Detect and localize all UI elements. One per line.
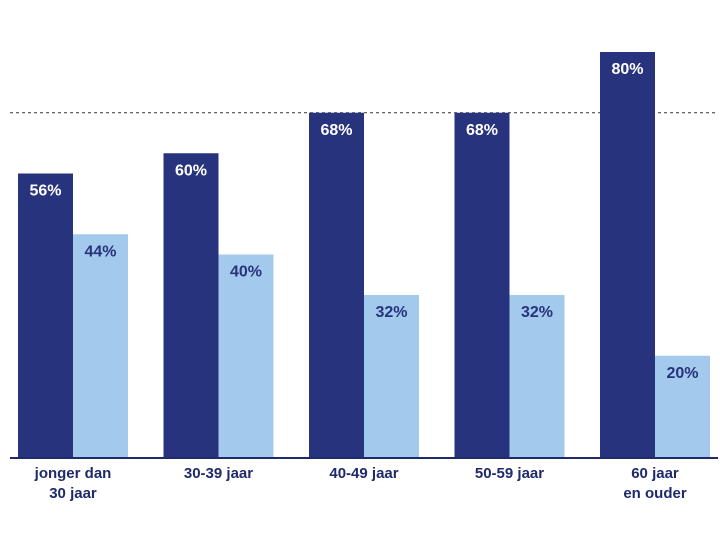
bar-s1-c0 xyxy=(73,234,128,457)
value-labels-group: 56% 44% 60% 40% 68% 32% 68% 32% 80% 20% xyxy=(29,61,698,382)
value-label-s1-c1: 40% xyxy=(230,264,262,281)
category-label-3: 50-59 jaar xyxy=(475,465,544,482)
category-label-2: 40-49 jaar xyxy=(329,465,398,482)
bar-s0-c2 xyxy=(309,112,364,457)
category-label-4: 60 jaar en ouder xyxy=(623,465,687,502)
category-labels-group: jonger dan 30 jaar 30-39 jaar 40-49 jaar 50-… xyxy=(34,465,687,502)
category-label-2-line-0: 40-49 jaar xyxy=(329,465,398,482)
category-label-4-line-0: 60 jaar xyxy=(631,465,679,482)
value-label-s0-c0: 56% xyxy=(29,183,61,200)
category-label-0: jonger dan 30 jaar xyxy=(34,465,112,502)
value-label-s1-c4: 20% xyxy=(666,365,698,382)
value-label-s0-c4: 80% xyxy=(611,61,643,78)
bar-s1-c3 xyxy=(509,295,565,457)
value-label-s1-c3: 32% xyxy=(521,304,553,321)
bar-s1-c1 xyxy=(218,254,274,457)
category-label-3-line-0: 50-59 jaar xyxy=(475,465,544,482)
bar-s0-c4 xyxy=(600,52,655,457)
value-label-s0-c3: 68% xyxy=(466,122,498,139)
bar-s1-c4 xyxy=(655,355,710,457)
category-label-1: 30-39 jaar xyxy=(184,465,253,482)
value-label-s0-c1: 60% xyxy=(175,162,207,179)
category-label-1-line-0: 30-39 jaar xyxy=(184,465,253,482)
category-label-4-line-1: en ouder xyxy=(623,485,687,502)
bar-s0-c0 xyxy=(18,173,73,457)
value-label-s1-c0: 44% xyxy=(84,243,116,260)
value-label-s1-c2: 32% xyxy=(375,304,407,321)
bar-s1-c2 xyxy=(364,295,419,457)
bars-group xyxy=(18,52,710,457)
category-label-0-line-0: jonger dan xyxy=(34,465,112,482)
bar-s0-c3 xyxy=(454,112,510,457)
category-label-0-line-1: 30 jaar xyxy=(49,485,97,502)
value-label-s0-c2: 68% xyxy=(320,122,352,139)
bar-s0-c1 xyxy=(163,153,219,457)
